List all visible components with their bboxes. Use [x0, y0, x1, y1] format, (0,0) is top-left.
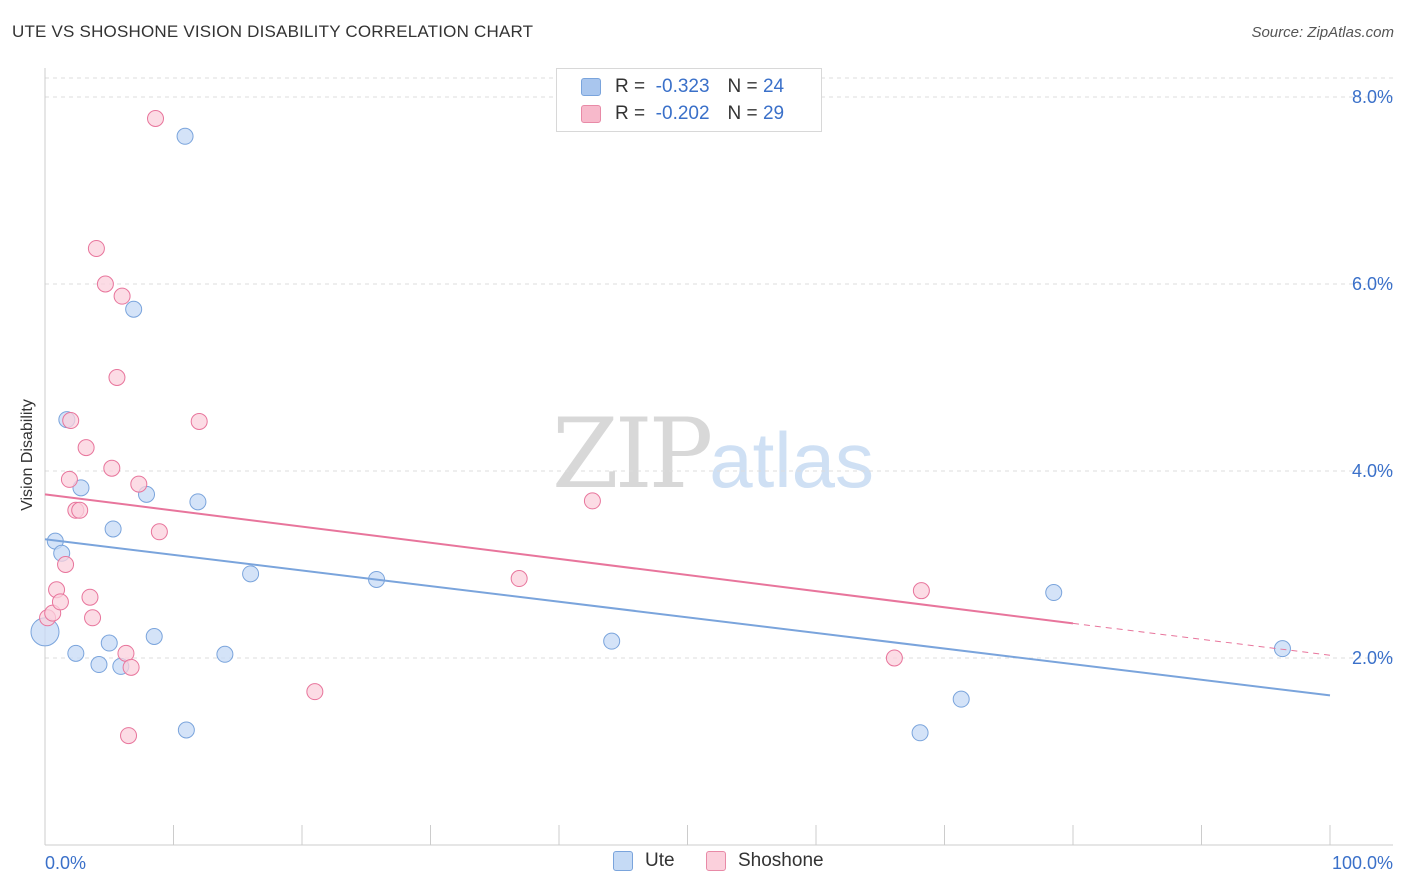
y-tick-label: 8.0%	[1352, 87, 1393, 107]
shoshone-point	[57, 556, 75, 573]
shoshone-trend-extension	[1072, 622, 1331, 656]
ute-point	[104, 520, 122, 538]
shoshone-point	[81, 588, 99, 606]
y-axis-title: Vision Disability	[19, 399, 36, 511]
shoshone-point	[885, 649, 903, 667]
shoshone-point	[77, 439, 95, 457]
shoshone-point	[306, 683, 324, 701]
shoshone-point	[84, 609, 102, 627]
legend-label-shoshone: Shoshone	[738, 850, 824, 871]
ute-point	[952, 690, 970, 708]
shoshone-point	[510, 570, 528, 588]
chart-title: UTE VS SHOSHONE VISION DISABILITY CORREL…	[12, 22, 534, 41]
shoshone-point	[147, 110, 165, 128]
ute-point	[1273, 640, 1291, 658]
shoshone-point	[71, 501, 89, 519]
legend-item-ute[interactable]: Ute	[613, 850, 675, 872]
y-tick-label: 4.0%	[1352, 461, 1393, 481]
stats-swatch-ute	[581, 78, 601, 96]
shoshone-point	[113, 287, 131, 305]
x-tick-label: 100.0%	[1332, 853, 1393, 873]
stats-r-value: -0.202	[655, 103, 710, 124]
shoshone-point	[122, 658, 140, 676]
shoshone-point	[62, 412, 80, 430]
stats-n-value: 24	[762, 76, 785, 97]
shoshone-point	[130, 475, 148, 493]
shoshone-trend-line	[44, 493, 1074, 625]
shoshone-point	[60, 470, 78, 488]
stats-row-shoshone: R = -0.202 N = 29	[557, 101, 784, 127]
legend-item-shoshone[interactable]: Shoshone	[706, 850, 824, 872]
shoshone-point	[912, 582, 930, 600]
stats-n-label: N =	[727, 103, 758, 124]
shoshone-point	[51, 593, 69, 611]
legend-label-ute: Ute	[645, 850, 675, 871]
ute-point	[100, 634, 118, 652]
ute-point	[145, 627, 163, 645]
shoshone-point	[103, 459, 121, 477]
ute-point	[177, 721, 195, 739]
stats-row-ute: R = -0.323 N = 24	[557, 74, 784, 100]
ute-point	[67, 644, 85, 662]
ute-point	[176, 127, 194, 145]
x-tick-label: 0.0%	[45, 853, 86, 873]
ute-point	[1045, 584, 1063, 602]
shoshone-point	[120, 727, 138, 745]
shoshone-point	[96, 275, 114, 293]
ute-point	[603, 632, 621, 650]
legend-swatch-shoshone	[706, 851, 726, 871]
ute-trend-line	[44, 538, 1331, 697]
stats-r-label: R =	[615, 76, 646, 97]
legend: Ute Shoshone	[0, 850, 1406, 878]
ute-point	[242, 565, 260, 583]
ute-point	[911, 724, 929, 742]
source-label: Source: ZipAtlas.com	[1251, 24, 1394, 41]
shoshone-point	[150, 523, 168, 541]
stats-r-value: -0.323	[655, 76, 710, 97]
shoshone-point	[108, 369, 126, 386]
ute-point	[90, 656, 108, 674]
stats-swatch-shoshone	[581, 105, 601, 123]
stats-n-label: N =	[727, 76, 758, 97]
shoshone-point	[87, 239, 105, 257]
ute-point	[72, 479, 90, 497]
shoshone-point	[583, 492, 601, 510]
stats-r-label: R =	[615, 103, 646, 124]
y-tick-label: 2.0%	[1352, 648, 1393, 668]
ute-point	[216, 645, 234, 663]
legend-swatch-ute	[613, 851, 633, 871]
y-tick-label: 6.0%	[1352, 274, 1393, 294]
stats-n-value: 29	[762, 103, 785, 124]
stats-box: R = -0.323 N = 24 R = -0.202 N = 29	[556, 68, 822, 132]
ute-point	[189, 493, 207, 511]
ute-point	[125, 300, 143, 318]
shoshone-point	[190, 412, 208, 430]
